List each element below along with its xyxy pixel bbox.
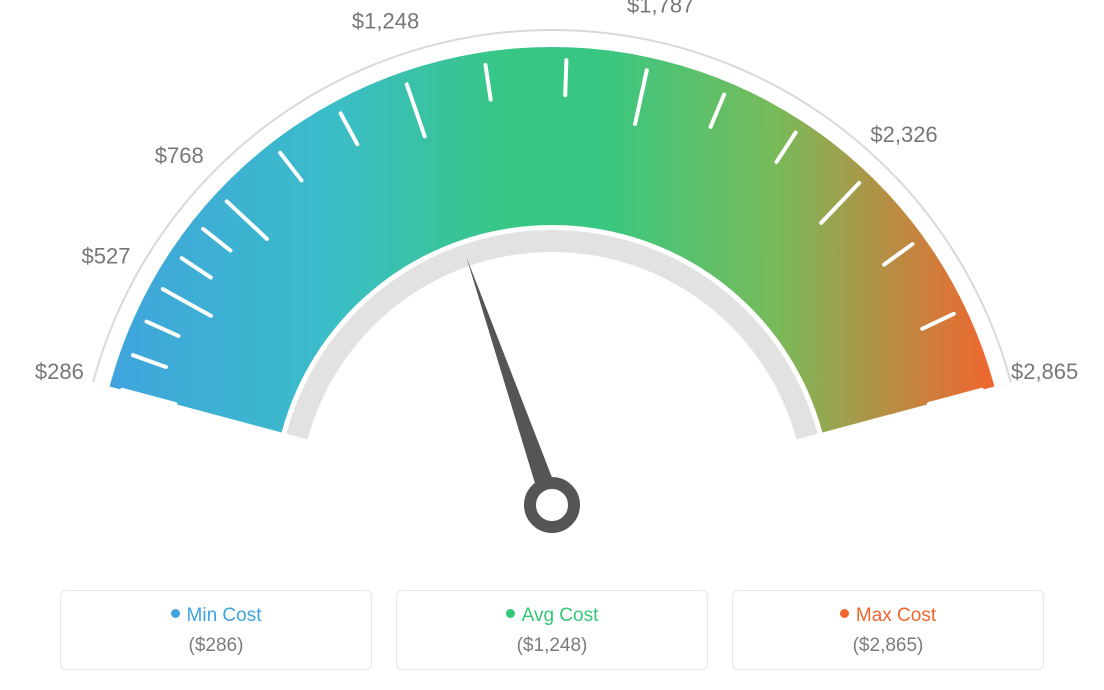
gauge-needle	[466, 257, 561, 508]
legend-card-min: Min Cost ($286)	[60, 590, 372, 670]
legend-card-avg: Avg Cost ($1,248)	[396, 590, 708, 670]
gauge-scale-label: $527	[82, 243, 131, 268]
gauge-scale-label: $1,787	[627, 0, 694, 18]
gauge-svg: $286 $527 $768 $1,248 $1,787 $2,326 $2,865	[0, 0, 1104, 570]
gauge-scale-label: $2,865	[1011, 359, 1078, 384]
legend-dot-avg	[506, 609, 515, 618]
legend-value-avg: ($1,248)	[397, 635, 707, 657]
legend-title-text-avg: Avg Cost	[522, 605, 599, 626]
gauge-scale-label: $286	[35, 359, 84, 384]
gauge-minor-tick	[565, 60, 566, 95]
legend-row: Min Cost ($286) Avg Cost ($1,248) Max Cost ($…	[0, 590, 1104, 670]
legend-value-max: ($2,865)	[733, 635, 1043, 657]
legend-title-max: Max Cost	[733, 605, 1043, 627]
legend-title-text-min: Min Cost	[187, 605, 262, 626]
gauge-scale-label: $768	[155, 143, 204, 168]
gauge-area: $286 $527 $768 $1,248 $1,787 $2,326 $2,865	[0, 0, 1104, 570]
legend-title-min: Min Cost	[61, 605, 371, 627]
legend-value-min: ($286)	[61, 635, 371, 657]
legend-title-avg: Avg Cost	[397, 605, 707, 627]
legend-dot-min	[171, 609, 180, 618]
gauge-scale-label: $2,326	[870, 122, 937, 147]
cost-gauge-widget: $286 $527 $768 $1,248 $1,787 $2,326 $2,865 Min…	[0, 0, 1104, 690]
gauge-needle-hub	[530, 483, 574, 527]
legend-title-text-max: Max Cost	[856, 605, 936, 626]
legend-dot-max	[840, 609, 849, 618]
gauge-scale-label: $1,248	[352, 9, 419, 34]
legend-card-max: Max Cost ($2,865)	[732, 590, 1044, 670]
